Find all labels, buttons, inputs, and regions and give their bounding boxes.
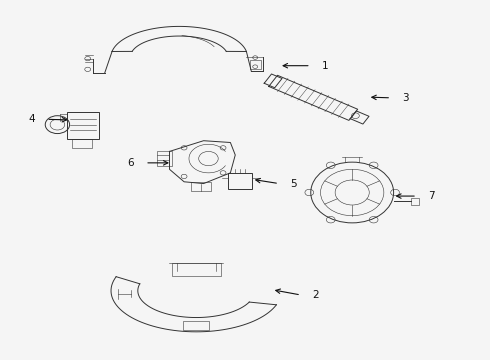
Bar — [183, 321, 209, 330]
Text: 4: 4 — [28, 114, 35, 124]
Bar — [192, 182, 211, 191]
Bar — [228, 173, 252, 189]
Text: 3: 3 — [402, 93, 409, 103]
Text: 1: 1 — [322, 61, 329, 71]
Text: 5: 5 — [291, 179, 297, 189]
Text: 7: 7 — [428, 191, 435, 201]
Bar — [250, 60, 261, 69]
Bar — [411, 198, 419, 205]
Bar — [67, 112, 99, 139]
Bar — [172, 263, 220, 276]
Text: 2: 2 — [312, 290, 319, 300]
Bar — [157, 152, 172, 166]
Bar — [72, 139, 92, 148]
Text: 6: 6 — [127, 158, 134, 168]
